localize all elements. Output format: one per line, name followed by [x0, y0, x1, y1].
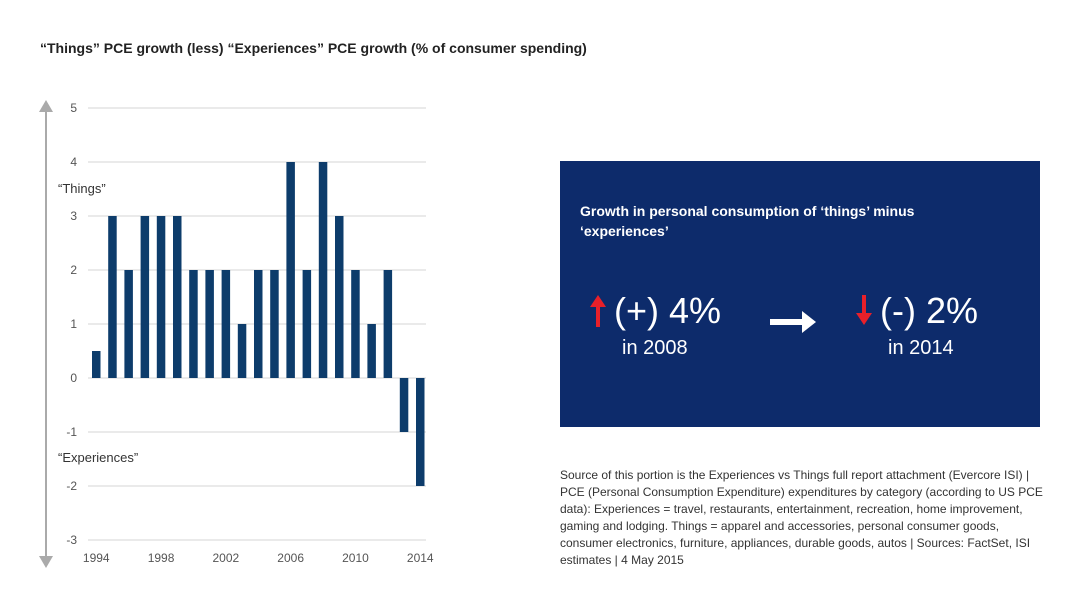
bar-2008	[318, 162, 328, 378]
x-tick-label: 2006	[277, 551, 304, 565]
bar-2002	[221, 270, 231, 378]
x-tick-label: 2014	[407, 551, 434, 565]
bar-2010	[351, 270, 360, 378]
stat-year-2014: in 2014	[888, 337, 954, 359]
y-tick-label: 5	[70, 101, 77, 115]
bars	[92, 162, 425, 486]
bar-2004	[254, 270, 263, 378]
y-tick-label: -3	[66, 533, 77, 547]
stat-year-2008: in 2008	[622, 337, 688, 359]
bar-2006	[286, 162, 295, 378]
bar-1996	[124, 270, 133, 378]
y-tick-label: 1	[70, 317, 77, 331]
stat-2008: (+) 4% in 2008	[584, 291, 721, 361]
x-tick-label: 1998	[148, 551, 175, 565]
experiences-label: “Experiences”	[58, 450, 138, 465]
bar-2009	[335, 216, 344, 378]
arrow-down-icon	[856, 295, 872, 325]
bar-1995	[108, 216, 117, 378]
callout-heading: Growth in personal consumption of ‘thing…	[580, 203, 915, 239]
bar-2012	[383, 270, 393, 378]
bar-1997	[140, 216, 150, 378]
x-tick-label: 1994	[83, 551, 110, 565]
arrow-up-icon	[590, 295, 606, 327]
y-tick-label: 0	[70, 371, 77, 385]
y-tick-label: -1	[66, 425, 77, 439]
bar-2003	[237, 324, 247, 378]
x-tick-labels: 1994 1998 2002 2006 2010 2014	[83, 551, 434, 565]
bar-1999	[173, 216, 182, 378]
y-tick-label: -2	[66, 479, 77, 493]
bar-2000	[189, 270, 198, 378]
chart-title: “Things” PCE growth (less) “Experiences”…	[40, 40, 587, 56]
stat-value-2014: (-) 2%	[880, 290, 978, 331]
y-axis-arrow	[39, 100, 53, 568]
bar-1998	[156, 216, 166, 378]
bar-2001	[205, 270, 214, 378]
things-label: “Things”	[58, 181, 106, 196]
bar-2011	[367, 324, 376, 378]
bar-2014	[416, 378, 425, 486]
y-tick-label: 4	[70, 155, 77, 169]
y-tick-label: 3	[70, 209, 77, 223]
stat-value-2008: (+) 4%	[614, 290, 722, 331]
stat-2014: (-) 2% in 2014	[850, 291, 978, 361]
bar-2007	[302, 270, 312, 378]
arrow-right-icon	[770, 311, 816, 333]
bar-chart: 5 4 3 2 1 0 -1 -2 -3 1994 1998 2002 2006 2010 2014 “T…	[39, 100, 434, 568]
callout-box: Growth in personal consumption of ‘thing…	[560, 161, 1040, 427]
bar-1994	[92, 351, 101, 378]
y-tick-label: 2	[70, 263, 77, 277]
source-note: Source of this portion is the Experience…	[560, 468, 1043, 567]
bar-2013	[399, 378, 409, 432]
y-tick-labels: 5 4 3 2 1 0 -1 -2 -3	[66, 101, 77, 547]
x-tick-label: 2010	[342, 551, 369, 565]
x-tick-label: 2002	[212, 551, 239, 565]
bar-2005	[270, 270, 279, 378]
